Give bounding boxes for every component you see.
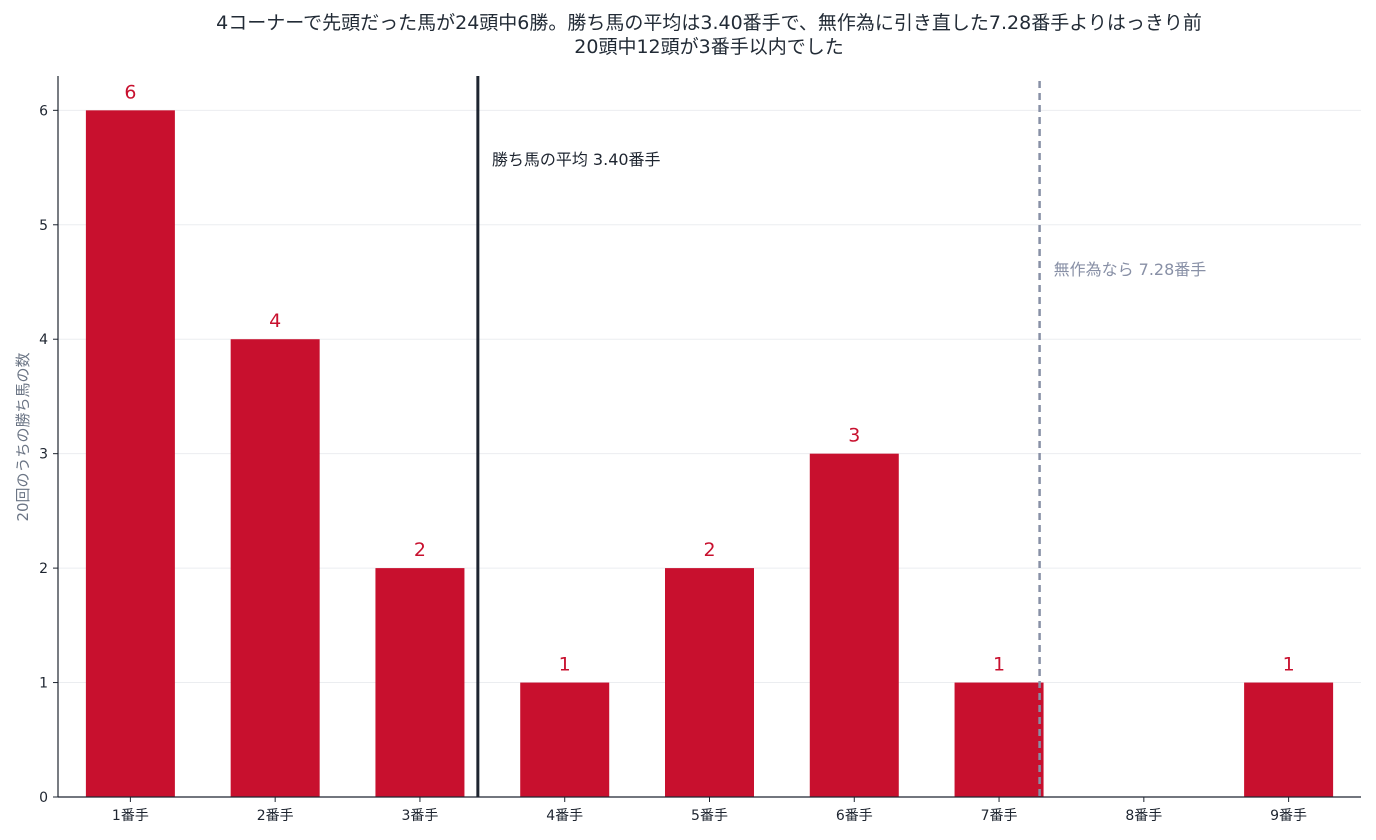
bar-value-label: 2 bbox=[414, 539, 426, 561]
bar bbox=[954, 682, 1044, 797]
chart-subtitle: 20頭中12頭が3番手以内でした bbox=[574, 36, 843, 58]
bar bbox=[85, 110, 175, 798]
bar-value-label: 1 bbox=[559, 654, 571, 676]
labels: 0 1 2 3 4 5 6 6 1番手 4 2番手 2 3番手 1 4番手 2 5番手 3 6番手 1 7番手 8番手 1 9… bbox=[39, 81, 1307, 824]
random-line-label: 無作為なら 7.28番手 bbox=[1054, 260, 1207, 279]
bar bbox=[1244, 682, 1334, 797]
bar bbox=[375, 568, 465, 797]
bar-value-label: 4 bbox=[269, 310, 281, 332]
y-tick-label: 4 bbox=[39, 332, 48, 348]
x-tick-label: 5番手 bbox=[691, 808, 728, 824]
chart-title: 4コーナーで先頭だった馬が24頭中6勝。勝ち馬の平均は3.40番手で、無作為に引… bbox=[216, 12, 1202, 34]
bar bbox=[665, 568, 754, 797]
bar-value-label: 2 bbox=[703, 539, 715, 561]
y-tick-label: 2 bbox=[39, 561, 48, 577]
mean-line-label: 勝ち馬の平均 3.40番手 bbox=[492, 150, 661, 169]
reference-lines bbox=[476, 76, 1041, 797]
x-tick-label: 7番手 bbox=[981, 808, 1018, 824]
x-tick-label: 1番手 bbox=[112, 808, 149, 824]
bars bbox=[85, 110, 1334, 798]
bar bbox=[230, 339, 320, 797]
x-tick-label: 2番手 bbox=[257, 808, 294, 824]
bar-value-label: 1 bbox=[1283, 654, 1295, 676]
x-tick-label: 8番手 bbox=[1125, 808, 1162, 824]
y-tick-label: 3 bbox=[39, 447, 48, 463]
x-tick-label: 4番手 bbox=[546, 808, 583, 824]
bar-value-label: 3 bbox=[848, 425, 860, 447]
y-tick-label: 0 bbox=[39, 790, 48, 806]
axes bbox=[53, 76, 1361, 802]
x-tick-label: 3番手 bbox=[401, 808, 438, 824]
x-tick-label: 9番手 bbox=[1270, 808, 1307, 824]
y-tick-label: 1 bbox=[39, 676, 48, 692]
y-axis-label: 20回のうちの勝ち馬の数 bbox=[14, 352, 32, 521]
bar-value-label: 1 bbox=[993, 654, 1005, 676]
bar bbox=[809, 453, 899, 797]
y-tick-label: 5 bbox=[39, 218, 48, 234]
bar bbox=[520, 682, 610, 797]
bar-value-label: 6 bbox=[124, 81, 136, 103]
x-tick-label: 6番手 bbox=[836, 808, 873, 824]
y-tick-label: 6 bbox=[39, 103, 48, 119]
